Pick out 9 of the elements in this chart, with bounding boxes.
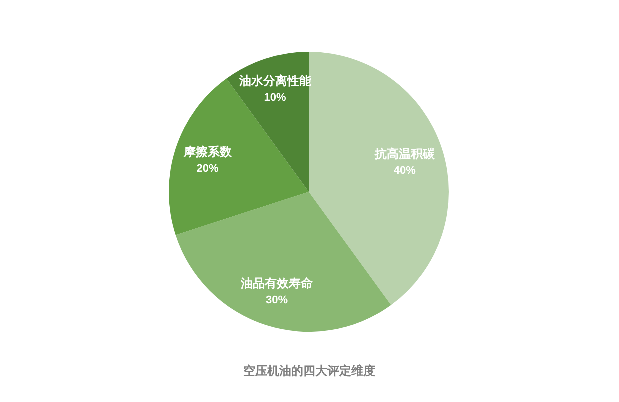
slice-label: 摩擦系数 — [182, 145, 233, 160]
data-label: 20% — [196, 163, 220, 176]
data-label: 10% — [264, 92, 286, 104]
slice-label: 油品有效寿命 — [240, 276, 314, 291]
text: 空压机油的四大评定维度 — [244, 364, 376, 378]
data-label: 40% — [394, 164, 416, 177]
pie-slice — [176, 192, 392, 332]
slice-label: 抗高温积碳 — [374, 146, 436, 161]
data-label: 30% — [266, 294, 288, 307]
